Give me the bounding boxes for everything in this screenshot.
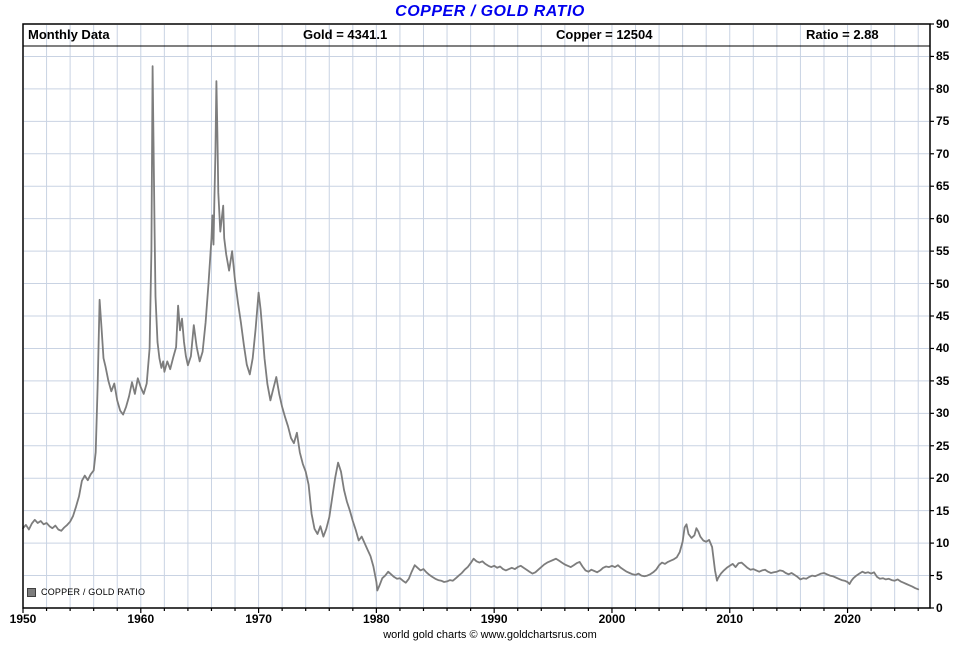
x-tick-label: 1990	[480, 612, 508, 626]
x-tick-label: 1960	[127, 612, 155, 626]
y-tick-label: 30	[936, 406, 950, 421]
x-tick-label: 1950	[9, 612, 37, 626]
legend-label: COPPER / GOLD RATIO	[41, 587, 146, 597]
monthly-data-label: Monthly Data	[28, 27, 110, 42]
x-tick-label: 1980	[363, 612, 390, 626]
x-tick-label: 2000	[598, 612, 626, 626]
y-tick-label: 40	[936, 341, 950, 356]
y-tick-label: 85	[936, 49, 950, 64]
x-tick-label: 2010	[716, 612, 744, 626]
y-tick-label: 65	[936, 179, 950, 194]
y-tick-label: 60	[936, 211, 950, 226]
y-tick-label: 20	[936, 471, 950, 486]
gold-value-label: Gold = 4341.1	[303, 27, 388, 42]
chart-title: COPPER / GOLD RATIO	[395, 3, 585, 20]
y-tick-label: 50	[936, 276, 950, 291]
legend-swatch-icon	[27, 587, 36, 597]
series-legend: COPPER / GOLD RATIO	[27, 587, 145, 597]
ratio-value-label: Ratio = 2.88	[806, 27, 879, 42]
y-tick-label: 5	[936, 568, 943, 583]
y-tick-label: 80	[936, 81, 950, 96]
y-tick-label: 10	[936, 536, 950, 551]
y-tick-label: 55	[936, 244, 950, 259]
y-tick-label: 90	[936, 17, 950, 31]
y-tick-label: 75	[936, 114, 950, 129]
y-tick-label: 15	[936, 503, 950, 518]
x-tick-label: 1970	[245, 612, 272, 626]
copper-value-label: Copper = 12504	[556, 27, 653, 42]
x-tick-label: 2020	[834, 612, 861, 626]
y-tick-label: 70	[936, 146, 950, 161]
y-tick-label: 45	[936, 309, 950, 323]
y-tick-label: 35	[936, 373, 950, 388]
y-tick-label: 0	[936, 601, 943, 615]
y-tick-label: 25	[936, 438, 950, 453]
footer-credit: world gold charts © www.goldchartsrus.co…	[383, 629, 597, 641]
